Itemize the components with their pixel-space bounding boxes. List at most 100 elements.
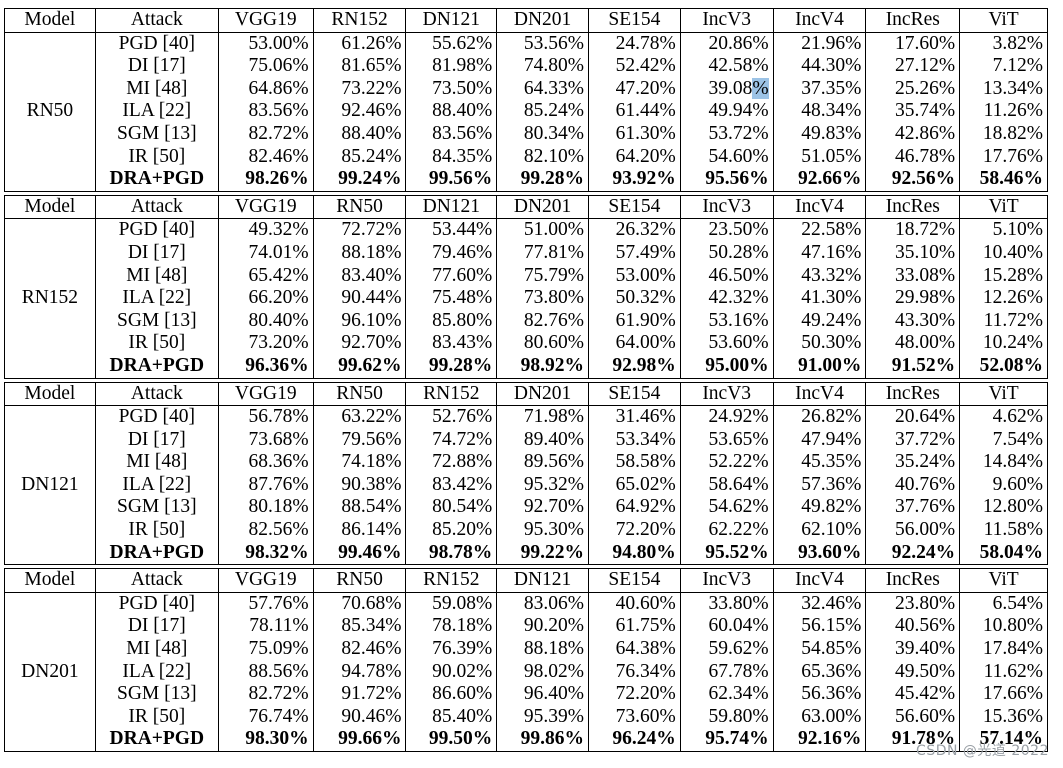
value-cell: 26.32% — [588, 218, 681, 242]
attack-cell: DRA+PGD — [94, 168, 219, 192]
value-cell: 42.32% — [679, 287, 774, 310]
value-cell: 96.24% — [588, 728, 681, 752]
value-cell: 47.20% — [588, 77, 681, 101]
table-row: DN121 PGD [40] 56.78% 63.22% 52.76% 71.98% 31.… — [4, 405, 1048, 565]
attack-cell: ILA [22] — [94, 660, 219, 684]
value-cell: 53.56% — [496, 32, 589, 56]
value-cell: 77.81% — [496, 241, 589, 265]
table-row-best: DRA+PGD 98.26% 99.24% 99.56% 99.28% 93.92% 95.… — [5, 168, 1048, 192]
table-row: IR [50] 82.56% 86.14% 85.20% 95.30% 72.20% 62.… — [5, 519, 1048, 542]
table-row: IR [50] 82.46% 85.24% 84.35% 82.10% 64.20% 54.… — [5, 145, 1048, 169]
attack-cell: DRA+PGD — [94, 541, 219, 565]
table-row: MI [48] 64.86% 73.22% 73.50% 64.33% 47.20% 39.… — [5, 77, 1048, 101]
value-cell: 75.79% — [496, 264, 589, 288]
column-header: DN201 — [496, 8, 589, 33]
table-row: IR [50] 73.20% 92.70% 83.43% 80.60% 64.00% 53.… — [5, 332, 1048, 355]
value-cell: 83.43% — [405, 332, 498, 355]
value-cell: 96.36% — [217, 354, 314, 378]
value-cell: 73.50% — [405, 77, 498, 101]
value-cell: 88.54% — [312, 496, 407, 520]
column-header: RN50 — [312, 382, 407, 407]
column-header: RN152 — [312, 8, 407, 33]
value-cell: 98.02% — [496, 660, 589, 684]
header-row: Model Attack VGG19 RN50 RN152 DN121 SE154 IncV3… — [4, 568, 1048, 593]
value-cell: 76.34% — [588, 660, 681, 684]
value-cell: 31.46% — [588, 405, 681, 429]
value-cell: 72.20% — [588, 519, 681, 542]
value-cell: 61.90% — [588, 309, 681, 333]
column-header: Model — [4, 195, 96, 220]
table-row: SGM [13] 80.18% 88.54% 80.54% 92.70% 64.92% 54… — [5, 496, 1048, 520]
value-cell: 12.26% — [959, 287, 1048, 310]
attack-cell: DI [17] — [94, 241, 219, 265]
value-cell: 42.86% — [865, 122, 961, 146]
value-cell: 98.30% — [217, 728, 314, 752]
value-cell: 49.50% — [865, 660, 961, 684]
column-header: IncRes — [865, 8, 961, 33]
table-row-best: DRA+PGD 96.36% 99.62% 99.28% 98.92% 92.98% 95.… — [5, 354, 1048, 378]
value-cell: 91.00% — [772, 354, 867, 378]
value-cell: 99.62% — [312, 354, 407, 378]
value-cell: 29.98% — [865, 287, 961, 310]
value-cell: 22.58% — [772, 218, 867, 242]
value-cell: 96.10% — [312, 309, 407, 333]
value-cell: 13.34% — [959, 77, 1048, 101]
column-header: VGG19 — [217, 568, 314, 593]
table-row: ILA [22] 87.76% 90.38% 83.42% 95.32% 65.02% 58… — [5, 473, 1048, 497]
attack-cell: DI [17] — [94, 615, 219, 639]
value-cell: 60.04% — [679, 615, 774, 639]
value-cell: 43.30% — [865, 309, 961, 333]
value-cell: 18.72% — [865, 218, 961, 242]
value-cell: 88.18% — [496, 638, 589, 661]
table-row: RN50 PGD [40] 53.00% 61.26% 55.62% 53.56% 24.7… — [4, 32, 1048, 192]
value-cell: 74.72% — [405, 428, 498, 452]
table-row: ILA [22] 66.20% 90.44% 75.48% 73.80% 50.32% 42… — [5, 287, 1048, 310]
value-cell: 57.76% — [217, 592, 314, 616]
value-cell: 99.66% — [312, 728, 407, 752]
value-cell: 91.72% — [312, 683, 407, 706]
value-cell: 39.40% — [865, 638, 961, 661]
value-cell: 11.72% — [959, 309, 1048, 333]
attack-cell: IR [50] — [94, 705, 219, 729]
value-cell: 51.05% — [772, 145, 867, 169]
value-cell: 89.56% — [496, 451, 589, 474]
header-row: Model Attack VGG19 RN50 RN152 DN201 SE154 IncV3… — [4, 382, 1048, 407]
column-header: VGG19 — [217, 382, 314, 407]
value-cell: 52.08% — [959, 354, 1048, 378]
value-cell: 50.30% — [772, 332, 867, 355]
value-cell: 88.56% — [217, 660, 314, 684]
value-cell: 52.42% — [588, 55, 681, 78]
column-header: DN121 — [405, 195, 498, 220]
value-cell: 37.76% — [865, 496, 961, 520]
value-cell: 45.35% — [772, 451, 867, 474]
value-cell: 49.24% — [772, 309, 867, 333]
value-cell: 92.46% — [312, 100, 407, 123]
attack-cell: MI [48] — [94, 77, 219, 101]
value-cell: 66.20% — [217, 287, 314, 310]
attack-cell: PGD [40] — [94, 592, 219, 616]
value-cell: 56.36% — [772, 683, 867, 706]
value-cell: 50.32% — [588, 287, 681, 310]
value-cell: 26.82% — [772, 405, 867, 429]
value-cell: 89.40% — [496, 428, 589, 452]
value-cell: 59.62% — [679, 638, 774, 661]
value-cell: 49.94% — [679, 100, 774, 123]
column-header: IncV4 — [772, 8, 867, 33]
table-block-rn50: Model Attack VGG19 RN152 DN121 DN201 SE154 IncV… — [4, 8, 1048, 192]
value-cell: 78.11% — [217, 615, 314, 639]
value-cell: 61.75% — [588, 615, 681, 639]
value-cell: 91.52% — [865, 354, 961, 378]
value-cell: 93.60% — [772, 541, 867, 565]
value-cell: 83.06% — [496, 592, 589, 616]
value-cell: 81.98% — [405, 55, 498, 78]
value-cell: 15.28% — [959, 264, 1048, 288]
column-header: SE154 — [588, 8, 681, 33]
value-cell: 64.20% — [588, 145, 681, 169]
table-row: DI [17] 73.68% 79.56% 74.72% 89.40% 53.34% 53.… — [5, 428, 1048, 452]
value-cell: 99.22% — [496, 541, 589, 565]
value-cell: 73.60% — [588, 705, 681, 729]
column-header: SE154 — [588, 568, 681, 593]
attack-cell: ILA [22] — [94, 473, 219, 497]
value-cell: 92.70% — [312, 332, 407, 355]
value-cell: 88.18% — [312, 241, 407, 265]
